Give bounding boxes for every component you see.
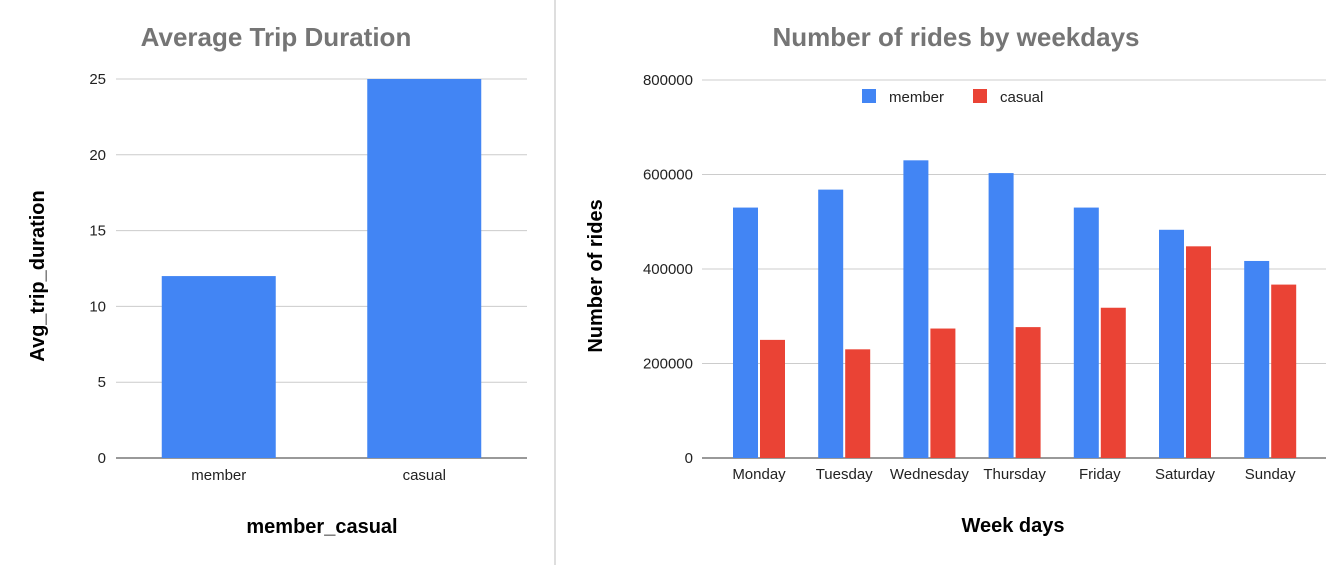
bar-casual-Wednesday [930,328,956,458]
chart-1-bars [161,79,482,458]
chart-rides-by-weekday: Number of rides by weekdays 0 200000 40000… [585,22,1326,537]
chart-2-title: Number of rides by weekdays [772,22,1139,52]
x-tick-label: casual [403,467,446,484]
y-tick-label: 400000 [643,261,693,278]
legend-swatch-member [862,89,876,103]
x-tick-label: member [191,467,246,484]
legend-label-member: member [889,89,944,106]
bar-member-Thursday [988,173,1014,458]
bar-member-Wednesday [903,160,929,458]
bar-casual-Monday [760,339,785,458]
chart-1-x-axis-title: member_casual [246,516,397,538]
x-tick-label: Monday [732,466,786,483]
bar-casual-Tuesday [845,349,871,458]
y-tick-label: 600000 [643,167,693,184]
bar-member-Saturday [1159,229,1184,458]
y-tick-label: 0 [98,450,106,467]
x-tick-label: Sunday [1245,466,1296,483]
x-tick-label: Saturday [1155,466,1216,483]
x-tick-label: Wednesday [890,466,969,483]
x-tick-label: Tuesday [816,466,873,483]
y-tick-label: 25 [89,71,106,88]
chart-2-x-tick-labels: Monday Tuesday Wednesday Thursday Friday Satu… [732,466,1296,483]
chart-1-y-axis-title: Avg_trip_duration [27,190,49,362]
chart-average-trip-duration: Average Trip Duration 0 5 10 15 20 25 member c… [27,22,527,538]
legend-swatch-casual [973,89,987,103]
y-tick-label: 800000 [643,72,693,89]
y-tick-label: 5 [98,374,106,391]
x-tick-label: Thursday [983,466,1046,483]
chart-2-legend: member casual [862,89,1043,106]
chart-2-gridlines [702,79,1326,459]
bar-casual-Sunday [1271,284,1297,458]
legend-label-casual: casual [1000,89,1043,106]
bar-casual-Friday [1100,307,1126,458]
chart-1-y-tick-labels: 0 5 10 15 20 25 [89,71,106,467]
bar-member [161,276,276,458]
chart-2-x-axis-title: Week days [961,515,1064,537]
bar-member-Friday [1073,207,1099,458]
bar-member-Sunday [1244,260,1270,458]
bar-member-Monday [733,207,758,458]
bar-casual [367,79,482,458]
y-tick-label: 0 [685,450,693,467]
y-tick-label: 10 [89,298,106,315]
chart-2-y-axis-title: Number of rides [585,199,607,352]
y-tick-label: 20 [89,147,106,164]
chart-2-bars [733,160,1297,458]
y-tick-label: 200000 [643,356,693,373]
x-tick-label: Friday [1079,466,1121,483]
bar-casual-Thursday [1015,327,1041,458]
y-tick-label: 15 [89,223,106,240]
chart-1-title: Average Trip Duration [141,22,412,52]
bar-member-Tuesday [818,189,844,458]
chart-1-x-tick-labels: member casual [191,467,446,484]
chart-2-y-tick-labels: 0 200000 400000 600000 800000 [643,72,693,467]
bar-casual-Saturday [1186,246,1211,458]
